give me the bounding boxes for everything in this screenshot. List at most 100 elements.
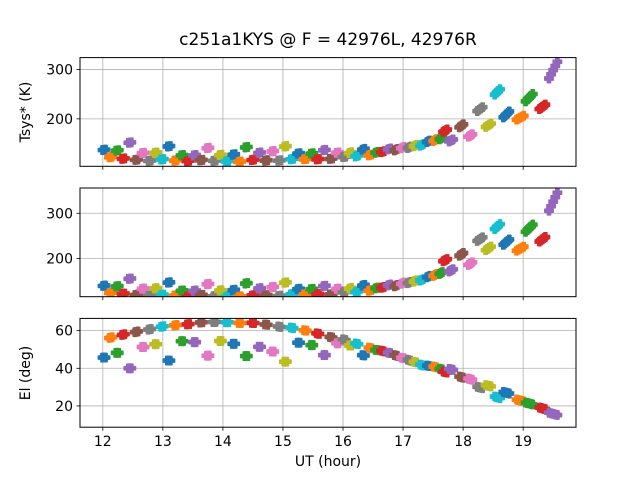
scan-marker xyxy=(172,319,183,330)
scan-marker xyxy=(126,273,137,284)
scan-marker xyxy=(269,346,280,357)
scan-marker xyxy=(281,356,292,367)
scan-marker xyxy=(467,129,478,140)
panel-2: 12 13 14 15 16 17 18 19 20 40 60 xyxy=(55,317,577,450)
x-tick-label: 16 xyxy=(334,434,352,450)
scan-marker xyxy=(107,332,118,343)
scan-marker xyxy=(486,241,496,252)
scan-marker xyxy=(133,326,144,337)
scan-marker xyxy=(126,137,137,148)
scan-marker xyxy=(448,264,459,275)
scan-marker xyxy=(486,118,496,129)
scan-marker xyxy=(146,155,157,166)
scan-marker xyxy=(204,350,215,361)
scan-marker xyxy=(262,155,273,166)
scan-marker xyxy=(281,277,292,288)
scan-marker xyxy=(276,290,286,297)
panel-0: 200 300 xyxy=(46,57,577,170)
scan-marker xyxy=(458,119,469,130)
scan-marker xyxy=(126,363,137,374)
scan-marker xyxy=(308,340,319,351)
scan-marker xyxy=(262,319,273,330)
y-axis-label-tsys: Tsys* (K) xyxy=(18,82,34,144)
scan-marker xyxy=(477,102,488,113)
scan-marker xyxy=(527,219,538,230)
scan-marker xyxy=(276,321,286,332)
scan-marker xyxy=(518,110,529,121)
x-tick-label: 14 xyxy=(214,434,232,450)
scan-marker xyxy=(100,352,111,363)
scan-marker xyxy=(527,399,538,410)
x-tick-label: 13 xyxy=(154,434,172,450)
scan-marker xyxy=(269,146,280,156)
subplot-group: 200 300 200 300 12 13 14 15 16 17 18 19 20 40 60 xyxy=(46,57,577,450)
scan-marker xyxy=(197,289,208,297)
y-tick-label: 200 xyxy=(46,112,73,128)
scan-marker xyxy=(191,337,202,348)
scan-marker xyxy=(467,374,478,385)
panel-frame xyxy=(79,317,577,428)
scan-marker xyxy=(458,248,469,258)
scan-marker xyxy=(230,338,241,349)
scan-marker xyxy=(442,254,453,264)
scan-markers xyxy=(97,188,563,297)
scan-marker xyxy=(262,290,273,297)
y-tick-label: 200 xyxy=(46,251,73,267)
scan-marker xyxy=(314,289,325,297)
x-tick-label: 19 xyxy=(514,434,532,450)
scan-marker xyxy=(448,364,459,375)
scan-marker xyxy=(197,318,208,328)
scan-marker xyxy=(249,318,260,329)
scan-marker xyxy=(495,219,505,230)
scan-marker xyxy=(301,325,312,336)
scan-marker xyxy=(540,99,551,110)
scan-marker xyxy=(486,381,496,392)
scan-marker xyxy=(281,141,292,152)
scan-marker xyxy=(295,337,306,348)
scan-marker xyxy=(242,278,253,289)
scan-marker xyxy=(448,134,459,145)
scan-marker xyxy=(184,319,195,329)
scan-marker xyxy=(119,288,130,297)
scan-marker xyxy=(242,351,253,361)
scan-marker xyxy=(152,339,163,350)
scan-marker xyxy=(314,153,325,164)
y-tick-label: 40 xyxy=(55,361,73,377)
scan-marker xyxy=(288,323,299,334)
scan-marker xyxy=(165,141,176,151)
scan-marker xyxy=(223,318,234,328)
scan-marker xyxy=(158,154,169,165)
scan-marker xyxy=(256,341,266,352)
scan-marker xyxy=(119,153,130,164)
scan-marker xyxy=(437,267,448,278)
scan-marker xyxy=(113,347,124,358)
scan-marker xyxy=(552,188,563,198)
scan-marker xyxy=(119,329,130,340)
scan-marker xyxy=(211,318,222,327)
scan-marker xyxy=(518,241,529,252)
y-tick-label: 300 xyxy=(46,62,73,78)
scan-marker xyxy=(204,142,215,153)
x-tick-label: 12 xyxy=(94,434,112,450)
x-tick-label: 15 xyxy=(274,434,292,450)
scan-marker xyxy=(269,281,280,292)
scan-marker xyxy=(139,342,150,352)
panel-frame xyxy=(79,187,577,298)
scan-markers xyxy=(97,318,563,420)
scan-marker xyxy=(165,277,176,288)
panel-1: 200 300 xyxy=(46,187,577,301)
scan-marker xyxy=(158,321,169,332)
scan-marker xyxy=(359,350,370,361)
scan-marker xyxy=(249,290,260,297)
scan-marker xyxy=(442,124,453,135)
scan-marker xyxy=(353,339,364,350)
y-tick-label: 60 xyxy=(55,324,73,340)
scan-marker xyxy=(204,278,215,289)
scan-marker xyxy=(320,350,331,361)
x-axis-label: UT (hour) xyxy=(295,454,361,470)
chart-title: c251a1KYS @ F = 42976L, 42976R xyxy=(179,30,477,50)
scan-marker xyxy=(504,234,515,245)
y-tick-label: 300 xyxy=(46,206,73,222)
